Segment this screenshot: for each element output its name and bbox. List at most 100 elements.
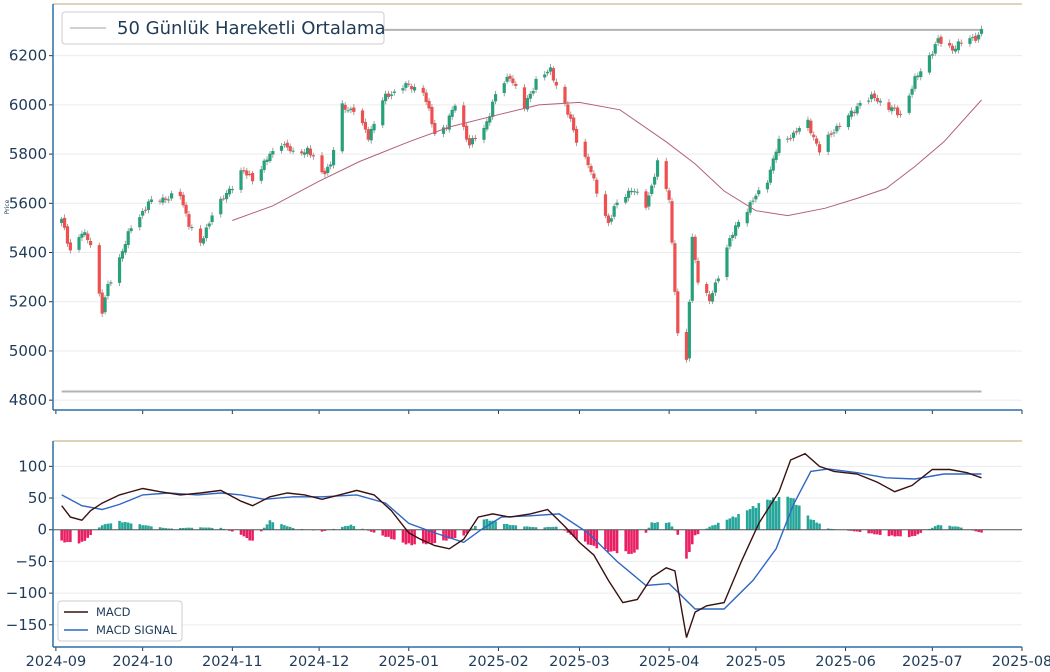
macd-histogram-bar <box>549 527 552 530</box>
candle-body <box>817 144 822 153</box>
macd-histogram-bar <box>494 521 497 530</box>
candle-body <box>705 284 709 293</box>
macd-histogram-bar <box>916 529 920 535</box>
candle-body <box>169 193 174 199</box>
macd-histogram-bar <box>323 529 327 531</box>
candle-body <box>331 149 336 166</box>
price-legend-box <box>61 11 385 45</box>
macd-histogram-bar <box>708 526 711 530</box>
candle-body <box>424 92 428 102</box>
candle-body <box>676 291 680 334</box>
candle-body <box>913 76 917 89</box>
candle-body <box>869 94 874 100</box>
macd-histogram-bar <box>239 529 243 535</box>
macd-histogram-bar <box>815 522 818 530</box>
candle-body <box>462 105 466 127</box>
candle-body <box>609 218 613 222</box>
candle-body <box>412 87 417 91</box>
macd-histogram-bar <box>725 519 729 530</box>
macd-histogram-bar <box>797 505 801 530</box>
macd-histogram-bar <box>604 529 607 550</box>
candle-body <box>953 48 958 52</box>
macd-histogram-bar <box>850 529 853 531</box>
macd-histogram-bar <box>103 524 107 530</box>
macd-histogram-bar <box>630 529 633 554</box>
macd-histogram-bar <box>511 525 515 530</box>
price-ytick-label: 5400 <box>9 244 47 262</box>
candle-body <box>143 209 148 211</box>
macd-histogram-bar <box>907 529 911 538</box>
macd-histogram-bar <box>245 529 249 538</box>
macd-histogram-bar <box>80 529 84 542</box>
candle-body <box>126 231 130 245</box>
candle-body <box>849 110 853 117</box>
macd-histogram-bar <box>951 526 954 530</box>
candle-body <box>852 111 856 113</box>
candle-body <box>300 151 304 154</box>
macd-xtick-label: 2024-09 <box>26 654 87 668</box>
macd-histogram-bar <box>792 498 795 530</box>
macd-histogram-bar <box>187 527 191 530</box>
macd-histogram-bar <box>615 529 619 554</box>
macd-legend: MACD MACD SIGNAL <box>57 600 183 642</box>
macd-histogram-bar <box>288 526 292 530</box>
candle-body <box>589 165 593 173</box>
candle-body <box>713 282 717 293</box>
macd-histogram-bar <box>144 525 147 530</box>
candle-body <box>971 37 975 39</box>
candle-body <box>68 242 72 251</box>
macd-histogram-bar <box>407 529 411 544</box>
candle-body <box>867 100 871 102</box>
macd-histogram-bar <box>170 528 173 530</box>
macd-histogram-bar <box>190 527 194 530</box>
macd-histogram-bar <box>231 529 234 532</box>
macd-histogram-bar <box>349 524 353 530</box>
candle-body <box>320 155 324 173</box>
macd-histogram-bar <box>896 529 899 537</box>
macd-histogram-bar <box>280 524 283 530</box>
candle-body <box>161 197 165 203</box>
candle-body <box>936 38 940 43</box>
candle-body <box>201 238 206 244</box>
macd-histogram-bar <box>340 526 344 530</box>
macd-histogram-bar <box>147 525 150 530</box>
candle-body <box>508 75 512 79</box>
macd-histogram-bar <box>430 529 434 544</box>
candle-body <box>548 67 553 72</box>
macd-histogram-bar <box>852 529 856 532</box>
candle-body <box>262 160 266 170</box>
macd-histogram-bar <box>404 529 408 545</box>
macd-histogram-bar <box>688 529 691 553</box>
macd-histogram-bar <box>693 529 697 536</box>
candle-body <box>349 108 353 111</box>
macd-histogram-bar <box>575 529 578 540</box>
macd-histogram-bar <box>474 526 477 530</box>
macd-histogram-bar <box>873 529 876 535</box>
macd-histogram-bar <box>876 529 879 535</box>
macd-histogram-bar <box>716 522 720 530</box>
candle-body <box>632 191 636 193</box>
macd-ytick-label: 0 <box>37 521 47 539</box>
price-panel-background <box>53 4 1022 410</box>
macd-histogram-bar <box>384 529 387 537</box>
candle-body <box>788 138 793 140</box>
macd-histogram-bar <box>676 529 680 535</box>
candle-body <box>959 42 963 44</box>
macd-histogram-bar <box>502 523 506 530</box>
macd-histogram-bar <box>508 525 512 530</box>
candle-body <box>181 194 185 206</box>
candle-body <box>907 95 911 113</box>
candle-body <box>326 166 330 173</box>
macd-histogram-bar <box>734 517 737 530</box>
macd-histogram-bar <box>219 527 223 530</box>
macd-histogram-bar <box>69 529 72 543</box>
macd-histogram-bar <box>60 529 63 541</box>
candle-body <box>653 176 657 185</box>
candle-body <box>794 131 798 133</box>
candle-body <box>910 88 914 95</box>
candle-body <box>103 297 107 313</box>
candle-body <box>288 146 292 152</box>
macd-histogram-bar <box>106 523 110 530</box>
candle-body <box>410 86 414 90</box>
